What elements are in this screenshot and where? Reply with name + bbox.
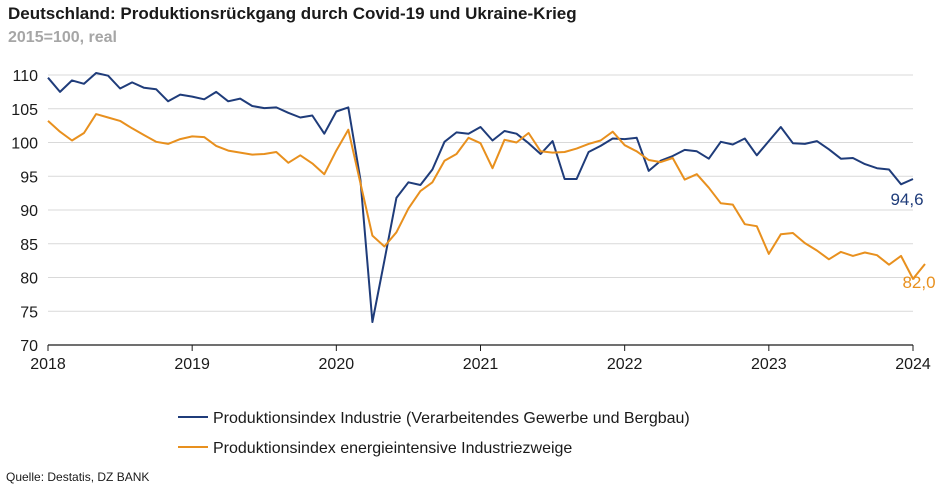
gridlines	[48, 74, 913, 312]
y-tick-label-95: 95	[20, 169, 38, 186]
y-tick-label-90: 90	[20, 203, 38, 220]
end-label-1: 94,6	[890, 190, 923, 209]
y-tick-label-105: 105	[11, 102, 38, 119]
y-axis-ticks: 70 75 80 85 90 95 100 105 110	[11, 68, 38, 355]
chart-title: Deutschland: Produktionsrückgang durch C…	[8, 4, 577, 23]
y-tick-label-75: 75	[20, 304, 38, 321]
y-tick-label-110: 110	[12, 68, 38, 85]
legend: Produktionsindex Industrie (Verarbeitend…	[178, 410, 690, 457]
x-tick-label-2019: 2019	[174, 356, 210, 373]
x-tick-label-2020: 2020	[319, 356, 355, 373]
y-tick-label-85: 85	[20, 237, 38, 254]
x-tick-label-2018: 2018	[30, 356, 66, 373]
x-tick-label-2021: 2021	[463, 356, 499, 373]
y-tick-label-70: 70	[20, 338, 38, 355]
chart-subtitle: 2015=100, real	[8, 29, 117, 46]
legend-label-1: Produktionsindex Industrie (Verarbeitend…	[213, 410, 690, 427]
end-labels: 94,6 82,0	[890, 190, 935, 292]
series-line-1	[47, 72, 914, 323]
x-tick-label-2024: 2024	[895, 356, 931, 373]
y-tick-label-100: 100	[11, 136, 38, 153]
x-axis: 2018 2019 2020 2021 2022 2023 2024	[30, 344, 931, 373]
series-lines	[47, 72, 926, 323]
y-tick-label-80: 80	[20, 271, 38, 288]
source-note: Quelle: Destatis, DZ BANK	[6, 470, 150, 484]
x-tick-label-2022: 2022	[607, 356, 643, 373]
end-label-2: 82,0	[902, 273, 935, 292]
x-tick-label-2023: 2023	[751, 356, 787, 373]
series-line-2	[47, 113, 926, 280]
legend-label-2: Produktionsindex energieintensive Indust…	[213, 440, 572, 457]
